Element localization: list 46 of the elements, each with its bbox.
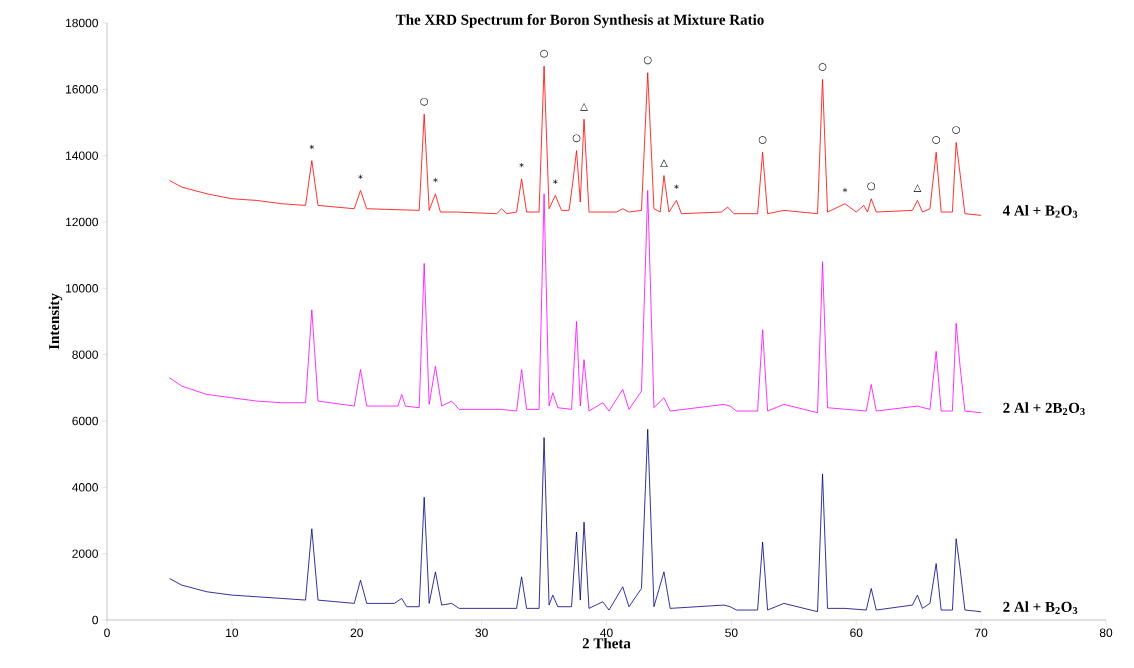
annotation: ○ bbox=[540, 49, 548, 58]
annotation: ○ bbox=[643, 56, 652, 65]
x-axis-title: 2 Theta bbox=[582, 637, 631, 649]
chart-title: The XRD Spectrum for Boron Synthesis at Mixture Ratio bbox=[395, 14, 764, 28]
series-label: 4 Al + B$_{2}$O$_{3}$ bbox=[1002, 205, 1078, 218]
annotation: * bbox=[358, 174, 363, 180]
y-tick-label: 16000 bbox=[66, 85, 98, 94]
annotation: ○ bbox=[420, 97, 429, 106]
x-tick-label: 50 bbox=[725, 628, 738, 638]
annotation: * bbox=[553, 179, 558, 185]
x-tick-label: 0 bbox=[104, 628, 110, 638]
x-tick-label: 70 bbox=[975, 628, 988, 638]
y-tick-label: 2000 bbox=[72, 549, 99, 558]
x-tick-label: 30 bbox=[475, 628, 488, 638]
annotation: * bbox=[842, 187, 848, 193]
y-tick-label: 4000 bbox=[72, 483, 99, 492]
line-series bbox=[169, 190, 982, 414]
y-tick-label: 18000 bbox=[66, 18, 98, 28]
annotation: * bbox=[309, 144, 315, 150]
annotation: * bbox=[519, 162, 524, 168]
y-tick-label: 10000 bbox=[66, 284, 98, 293]
y-tick-label: 12000 bbox=[66, 217, 98, 227]
y-axis-title: Intensity bbox=[48, 293, 63, 350]
x-tick-label: 60 bbox=[850, 628, 863, 638]
annotation: * bbox=[674, 184, 679, 190]
annotation: ○ bbox=[758, 136, 767, 144]
annotation: ○ bbox=[952, 126, 960, 134]
y-tick-label: 14000 bbox=[66, 151, 98, 160]
y-tick-label: 6000 bbox=[72, 416, 99, 426]
y-tick-label: 8000 bbox=[72, 350, 99, 359]
annotation: △ bbox=[580, 102, 588, 111]
annotation: ○ bbox=[818, 63, 827, 71]
y-tick-label: 0 bbox=[92, 615, 99, 625]
x-tick-label: 20 bbox=[350, 628, 363, 638]
series-label: 2 Al + B$_{2}$O$_{3}$ bbox=[1003, 601, 1078, 615]
annotation: △ bbox=[913, 184, 922, 192]
annotation: ○ bbox=[572, 134, 581, 143]
series-label: 2 Al + 2B$_{2}$O$_{3}$ bbox=[1003, 402, 1085, 416]
annotation: * bbox=[433, 177, 438, 183]
x-tick-label: 80 bbox=[1099, 628, 1113, 638]
annotation: ○ bbox=[867, 182, 876, 191]
x-tick-label: 10 bbox=[226, 628, 239, 638]
annotation: △ bbox=[660, 159, 668, 168]
x-tick-label: 40 bbox=[600, 628, 613, 638]
line-series bbox=[169, 65, 982, 216]
annotation: ○ bbox=[932, 136, 940, 144]
